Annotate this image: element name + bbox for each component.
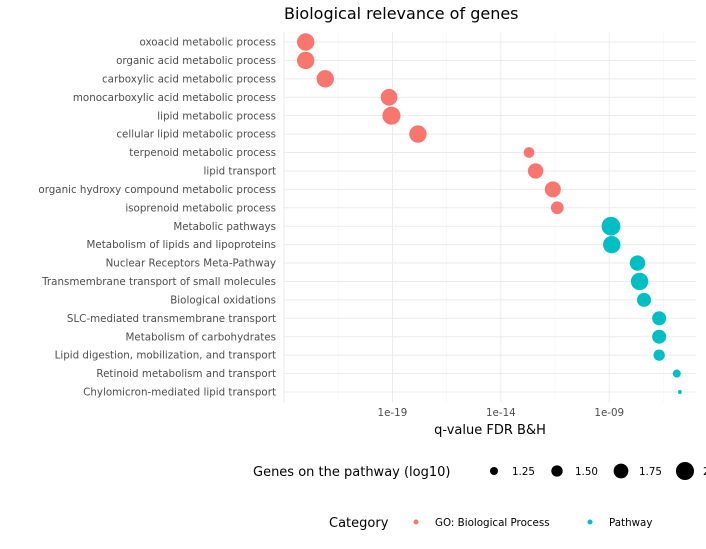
- y-tick-label: SLC-mediated transmembrane transport: [67, 313, 276, 325]
- data-point: [629, 255, 646, 271]
- color-legend: Category GO: Biological Process Pathway: [329, 516, 652, 531]
- data-point: [527, 163, 544, 179]
- y-tick-label: Metabolic pathways: [173, 221, 276, 233]
- color-legend-title: Category: [329, 516, 389, 531]
- data-point: [630, 272, 649, 291]
- data-point: [601, 216, 621, 236]
- grid: [283, 32, 696, 402]
- y-tick-label: Nuclear Receptors Meta-Pathway: [106, 258, 276, 270]
- size-legend-key: [613, 463, 629, 479]
- y-tick-label: terpenoid metabolic process: [129, 147, 276, 159]
- y-tick-label: cellular lipid metabolic process: [116, 129, 276, 141]
- color-legend-label: GO: Biological Process: [435, 517, 550, 529]
- data-point: [677, 389, 682, 394]
- y-tick-label: Transmembrane transport of small molecul…: [41, 276, 276, 288]
- x-tick-label: 1e-19: [378, 407, 408, 419]
- y-tick-label: lipid transport: [203, 166, 276, 178]
- y-tick-label: carboxylic acid metabolic process: [102, 73, 276, 85]
- data-point: [652, 311, 667, 326]
- chart-title: Biological relevance of genes: [284, 4, 519, 23]
- data-point: [636, 292, 652, 307]
- x-axis-ticks: 1e-19 1e-14 1e-09: [378, 407, 625, 419]
- size-legend-title: Genes on the pathway (log10): [253, 465, 451, 480]
- y-tick-label: Metabolism of carbohydrates: [126, 331, 276, 343]
- y-axis-labels: oxoacid metabolic process organic acid me…: [38, 37, 276, 399]
- data-point: [296, 33, 315, 51]
- y-tick-label: isoprenoid metabolic process: [125, 202, 276, 214]
- data-point: [316, 70, 334, 88]
- x-tick-label: 1e-14: [486, 407, 516, 419]
- x-tick-label: 1e-09: [594, 407, 624, 419]
- data-point: [523, 147, 535, 158]
- size-legend-label: 1.75: [639, 466, 662, 478]
- color-legend-key: [587, 519, 593, 525]
- y-tick-label: oxoacid metabolic process: [140, 37, 276, 49]
- data-point: [544, 181, 561, 198]
- x-axis-title: q-value FDR B&H: [434, 423, 546, 438]
- size-legend-label: 1.50: [575, 466, 598, 478]
- y-tick-label: lipid metabolic process: [157, 110, 276, 122]
- color-legend-label: Pathway: [609, 517, 652, 529]
- data-points: [296, 33, 682, 394]
- data-point: [409, 125, 427, 143]
- size-legend-label: 2: [703, 466, 706, 478]
- size-legend: Genes on the pathway (log10) 1.25 1.50 1.7…: [253, 461, 706, 481]
- color-legend-key: [413, 519, 419, 525]
- size-legend-key: [551, 465, 563, 477]
- data-point: [603, 235, 621, 254]
- y-tick-label: Chylomicron-mediated lipid transport: [83, 387, 276, 399]
- data-point: [380, 88, 398, 106]
- y-tick-label: Retinoid metabolism and transport: [96, 368, 276, 380]
- y-tick-label: organic hydroxy compound metabolic proce…: [38, 184, 276, 196]
- data-point: [652, 329, 667, 344]
- y-tick-label: organic acid metabolic process: [116, 55, 276, 67]
- y-tick-label: Biological oxidations: [170, 294, 276, 306]
- data-point: [653, 349, 665, 361]
- data-point: [382, 106, 401, 125]
- data-point: [296, 51, 315, 70]
- data-point: [550, 201, 564, 215]
- size-legend-label: 1.25: [512, 466, 535, 478]
- y-tick-label: monocarboxylic acid metabolic process: [73, 92, 276, 104]
- y-tick-label: Lipid digestion, mobilization, and trans…: [55, 350, 276, 362]
- data-point: [672, 369, 681, 378]
- size-legend-key: [489, 466, 499, 476]
- size-legend-key: [675, 461, 695, 481]
- y-tick-label: Metabolism of lipids and lipoproteins: [87, 239, 276, 251]
